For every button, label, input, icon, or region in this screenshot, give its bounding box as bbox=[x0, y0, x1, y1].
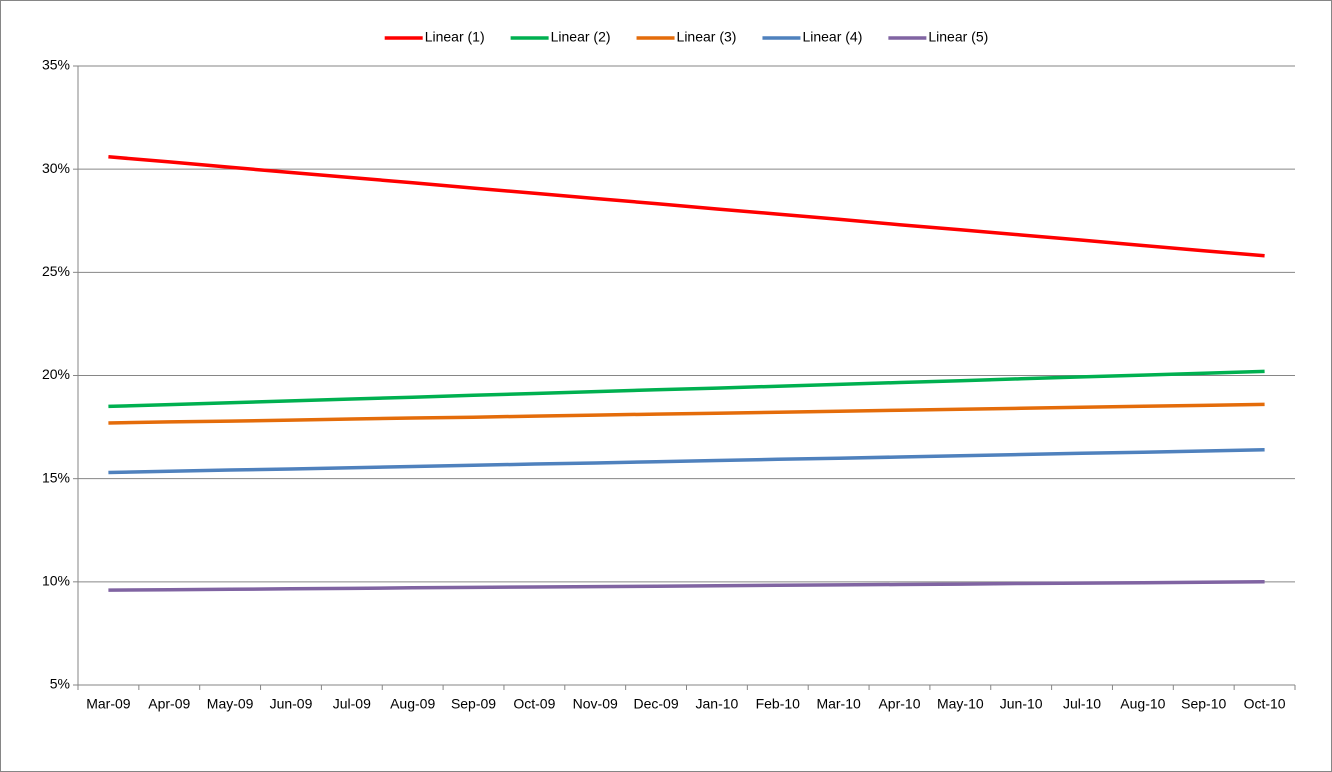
y-tick-label: 25% bbox=[42, 263, 70, 279]
x-tick-label: Mar-09 bbox=[86, 696, 131, 712]
series-line bbox=[108, 448, 1265, 475]
x-tick-label: Apr-10 bbox=[878, 696, 920, 712]
legend-label: Linear (2) bbox=[551, 29, 611, 45]
y-tick-label: 15% bbox=[42, 469, 70, 485]
series-line bbox=[108, 402, 1265, 425]
series-line bbox=[108, 369, 1265, 409]
y-tick-label: 5% bbox=[50, 676, 70, 692]
legend-label: Linear (4) bbox=[802, 29, 862, 45]
x-tick-label: Sep-10 bbox=[1181, 696, 1226, 712]
x-tick-label: Oct-09 bbox=[513, 696, 555, 712]
x-tick-label: Jun-09 bbox=[270, 696, 313, 712]
x-tick-label: May-10 bbox=[937, 696, 984, 712]
legend-label: Linear (1) bbox=[425, 29, 485, 45]
x-tick-label: Jun-10 bbox=[1000, 696, 1043, 712]
y-tick-label: 30% bbox=[42, 160, 70, 176]
legend-label: Linear (3) bbox=[677, 29, 737, 45]
x-tick-label: Aug-10 bbox=[1120, 696, 1165, 712]
y-tick-label: 35% bbox=[42, 57, 70, 73]
x-tick-label: Jul-09 bbox=[333, 696, 371, 712]
x-tick-label: Aug-09 bbox=[390, 696, 435, 712]
legend-label: Linear (5) bbox=[928, 29, 988, 45]
x-tick-label: Oct-10 bbox=[1244, 696, 1286, 712]
x-tick-label: May-09 bbox=[207, 696, 254, 712]
x-tick-label: Apr-09 bbox=[148, 696, 190, 712]
x-tick-label: Nov-09 bbox=[573, 696, 618, 712]
y-tick-label: 10% bbox=[42, 573, 70, 589]
x-tick-label: Dec-09 bbox=[634, 696, 679, 712]
y-tick-label: 20% bbox=[42, 366, 70, 382]
x-tick-label: Feb-10 bbox=[756, 696, 801, 712]
series-line bbox=[108, 155, 1265, 258]
x-tick-label: Sep-09 bbox=[451, 696, 496, 712]
series-line bbox=[108, 580, 1265, 592]
x-tick-label: Jul-10 bbox=[1063, 696, 1101, 712]
x-tick-label: Jan-10 bbox=[696, 696, 739, 712]
x-tick-label: Mar-10 bbox=[816, 696, 861, 712]
